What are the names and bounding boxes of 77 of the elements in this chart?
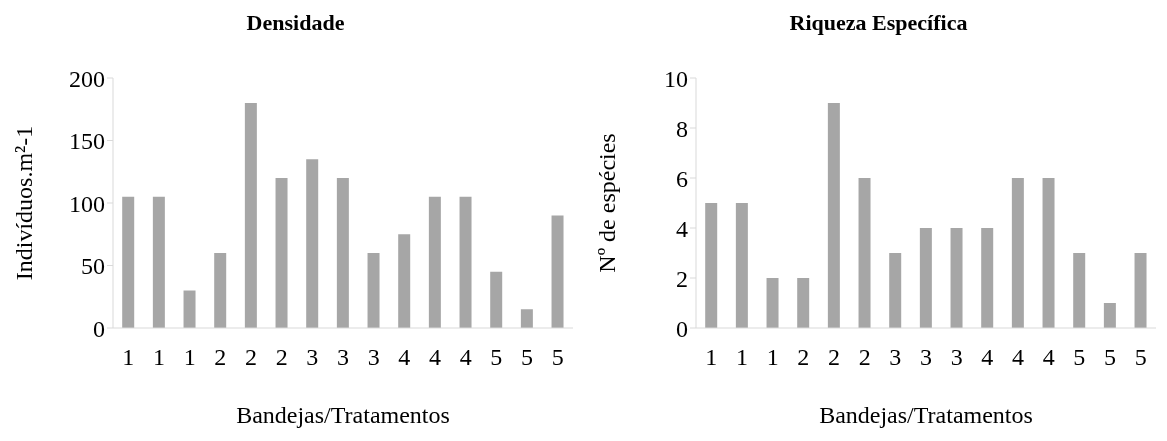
bar — [428, 196, 441, 328]
bar — [152, 196, 165, 328]
y-tick-label: 8 — [676, 115, 688, 142]
x-tick-label: 5 — [1104, 344, 1116, 371]
y-axis-title: Nº de espécies — [593, 133, 620, 273]
y-tick-label: 100 — [69, 190, 105, 217]
x-tick-label: 2 — [797, 344, 810, 371]
x-tick-label: 2 — [858, 344, 871, 371]
x-tick-label: 4 — [981, 344, 994, 371]
bar — [705, 203, 718, 328]
x-tick-label: 3 — [367, 344, 380, 371]
bar — [244, 103, 257, 328]
chart-title: Densidade — [245, 9, 346, 37]
bar — [981, 228, 994, 328]
bar — [183, 290, 196, 328]
y-tick-label: 2 — [676, 265, 688, 292]
x-tick-label: 4 — [459, 344, 472, 371]
chart-title: Riqueza Específica — [788, 9, 969, 37]
bar — [122, 196, 135, 328]
bar — [275, 178, 288, 328]
bar — [919, 228, 932, 328]
y-tick-label: 0 — [93, 315, 105, 342]
bar — [797, 278, 810, 328]
bar — [336, 178, 349, 328]
y-tick-label: 0 — [676, 315, 688, 342]
y-tick-label: 150 — [69, 128, 105, 155]
bar — [398, 234, 411, 328]
x-tick-label: 3 — [889, 344, 902, 371]
x-tick-label: 3 — [920, 344, 932, 371]
x-tick-label: 1 — [183, 344, 196, 371]
x-tick-label: 5 — [521, 344, 533, 371]
x-axis-title: Bandejas/Tratamentos — [236, 402, 450, 428]
x-tick-label: 2 — [828, 344, 840, 371]
y-tick-label: 6 — [676, 165, 688, 192]
bar — [1073, 253, 1086, 328]
y-axis-title: Indivíduos.m²-1 — [10, 125, 37, 281]
bar — [459, 196, 472, 328]
x-tick-label: 1 — [736, 344, 748, 371]
x-tick-label: 1 — [766, 344, 779, 371]
x-tick-label: 2 — [275, 344, 288, 371]
bar — [551, 215, 564, 328]
x-tick-label: 4 — [398, 344, 411, 371]
bar — [735, 203, 748, 328]
bar — [889, 253, 902, 328]
bar — [858, 178, 871, 328]
x-tick-label: 2 — [245, 344, 257, 371]
x-tick-label: 1 — [122, 344, 135, 371]
x-tick-label: 5 — [1073, 344, 1086, 371]
bar — [306, 159, 319, 328]
bar — [1103, 303, 1116, 328]
x-tick-label: 4 — [1012, 344, 1024, 371]
x-tick-label: 1 — [705, 344, 718, 371]
x-axis-title: Bandejas/Tratamentos — [819, 402, 1033, 428]
y-tick-label: 10 — [664, 65, 688, 92]
x-tick-label: 5 — [551, 344, 564, 371]
x-tick-label: 3 — [306, 344, 319, 371]
bar — [214, 253, 227, 328]
bar — [1011, 178, 1024, 328]
y-tick-label: 200 — [69, 65, 105, 92]
x-tick-label: 5 — [490, 344, 503, 371]
x-tick-label: 1 — [153, 344, 165, 371]
y-tick-label: 4 — [676, 215, 688, 242]
x-tick-label: 4 — [429, 344, 441, 371]
bar — [490, 271, 503, 328]
bar — [367, 253, 380, 328]
bar — [520, 309, 533, 328]
x-tick-label: 3 — [337, 344, 349, 371]
x-tick-label: 3 — [950, 344, 963, 371]
bar — [766, 278, 779, 328]
bar — [1134, 253, 1147, 328]
bar — [827, 103, 840, 328]
bar — [950, 228, 963, 328]
x-tick-label: 4 — [1042, 344, 1055, 371]
y-tick-label: 50 — [81, 253, 105, 280]
x-tick-label: 5 — [1134, 344, 1147, 371]
x-tick-label: 2 — [214, 344, 227, 371]
bar — [1042, 178, 1055, 328]
